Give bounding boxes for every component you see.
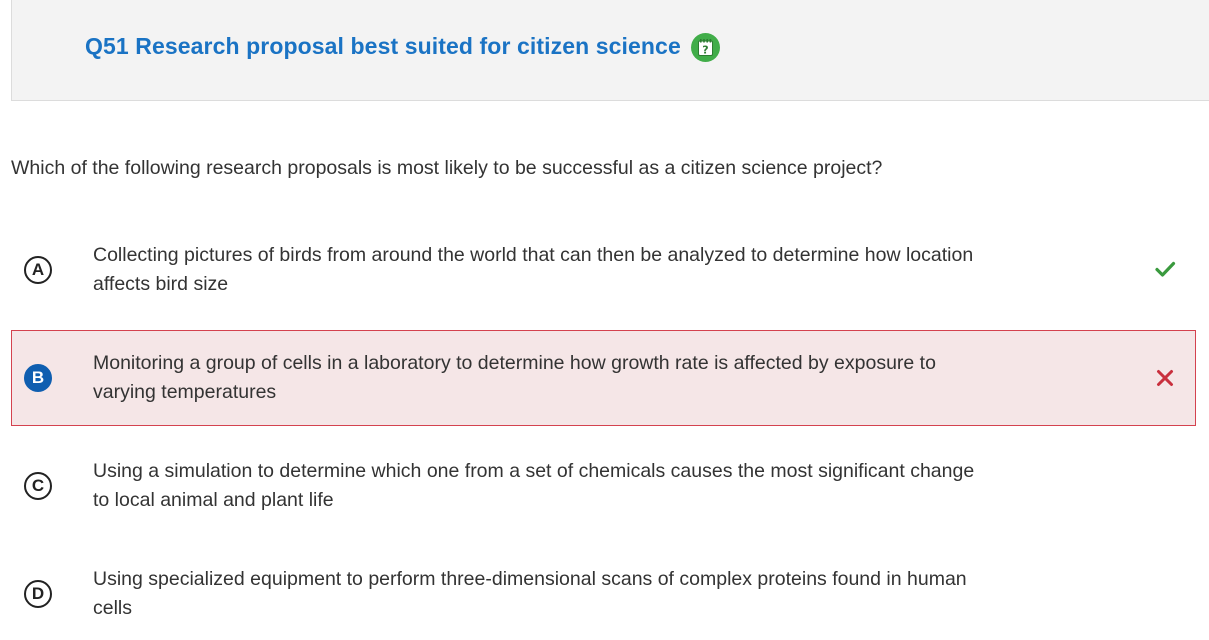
choice-letter-b: B — [24, 364, 52, 392]
choice-text-c: Using a simulation to determine which on… — [93, 460, 975, 511]
choice-letter-a: A — [24, 256, 52, 284]
choice-text-d: Using specialized equipment to perform t… — [93, 568, 967, 619]
choice-b[interactable]: B Monitoring a group of cells in a labor… — [11, 330, 1196, 426]
choice-text-a: Collecting pictures of birds from around… — [93, 244, 974, 295]
choice-text-b: Monitoring a group of cells in a laborat… — [93, 352, 936, 403]
choice-a[interactable]: A Collecting pictures of birds from arou… — [11, 231, 1196, 309]
svg-text:?: ? — [702, 44, 708, 57]
choice-c[interactable]: C Using a simulation to determine which … — [11, 447, 1196, 525]
notepad-question-icon[interactable]: ? — [691, 33, 720, 62]
choice-letter-d: D — [24, 580, 52, 608]
question-title: Q51 Research proposal best suited for ci… — [85, 33, 681, 59]
choice-d[interactable]: D Using specialized equipment to perform… — [11, 555, 1196, 633]
check-icon — [1155, 261, 1176, 277]
question-header: Q51 Research proposal best suited for ci… — [11, 0, 1209, 101]
question-text: Which of the following research proposal… — [11, 157, 883, 179]
choice-letter-c: C — [24, 472, 52, 500]
cross-icon — [1157, 370, 1173, 386]
